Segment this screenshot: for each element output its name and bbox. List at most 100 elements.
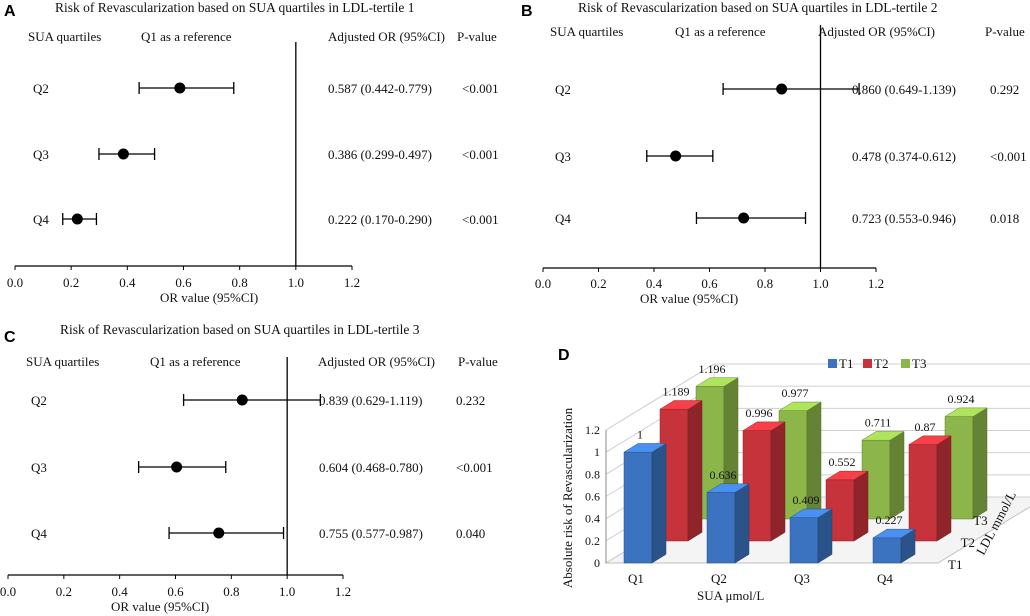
bar-top xyxy=(706,483,750,493)
bar xyxy=(789,508,833,564)
p-value: <0.001 xyxy=(456,460,493,475)
bar xyxy=(908,435,952,542)
bar-front xyxy=(623,451,653,564)
legend: T1 T2 T3 xyxy=(828,356,926,371)
forest-panel-c: C Risk of Revascularization based on SUA … xyxy=(0,322,498,614)
p-value: 0.018 xyxy=(990,211,1019,226)
data-label: 1.196 xyxy=(699,362,726,376)
x-tick-label: Q2 xyxy=(711,571,727,586)
column-header: Q1 as a reference xyxy=(675,24,766,39)
bar-top xyxy=(872,528,916,539)
column-header: Q1 as a reference xyxy=(141,29,232,44)
bar-side xyxy=(687,400,703,542)
x-tick-label: Q3 xyxy=(794,571,810,586)
p-value: <0.001 xyxy=(990,149,1027,164)
x-tick-label: 0.0 xyxy=(535,276,551,291)
bar-side xyxy=(817,508,833,564)
p-value: <0.001 xyxy=(462,81,499,96)
bar xyxy=(659,400,703,542)
bar-top xyxy=(623,443,667,453)
x-tick-label: Q4 xyxy=(877,571,893,586)
or-ci-text: 0.386 (0.299-0.497) xyxy=(328,147,432,162)
column-header: SUA quartiles xyxy=(550,24,623,39)
row-label: Q3 xyxy=(555,149,571,164)
bar-front xyxy=(789,517,819,564)
x-tick-label: 1.2 xyxy=(335,584,351,599)
bar-side xyxy=(936,435,952,542)
bar xyxy=(778,401,822,520)
bar-top xyxy=(861,431,905,441)
depth-tick-label: T1 xyxy=(948,557,962,572)
bar-side xyxy=(734,483,750,564)
data-label: 0.924 xyxy=(948,392,975,406)
row-label: Q4 xyxy=(31,526,47,541)
x-tick-label: 0.8 xyxy=(223,584,239,599)
x-tick-label: 0.2 xyxy=(63,275,79,290)
row-label: Q3 xyxy=(33,147,49,162)
x-axis-label: OR value (95%CI) xyxy=(160,290,258,305)
or-point xyxy=(174,82,186,94)
bar xyxy=(861,431,905,520)
data-label: 0.711 xyxy=(865,416,892,430)
bar-top xyxy=(944,407,988,417)
chart-title: Risk of Revascularization based on SUA q… xyxy=(55,0,415,15)
or-ci-text: 0.222 (0.170-0.290) xyxy=(328,212,432,227)
x-tick-label: 1.0 xyxy=(279,584,295,599)
row-label: Q3 xyxy=(31,460,47,475)
x-tick-label: 0.6 xyxy=(701,276,718,291)
row-label: Q4 xyxy=(33,212,49,227)
y-axis-label: Absolute risk of Revascularization xyxy=(560,407,575,588)
row-label: Q4 xyxy=(555,211,571,226)
data-label: 0.87 xyxy=(915,420,936,434)
bar-top xyxy=(825,470,869,481)
column-header: SUA quartiles xyxy=(28,29,101,44)
or-point xyxy=(71,213,83,225)
x-tick-label: 1.2 xyxy=(344,275,360,290)
data-label: 0.552 xyxy=(829,455,856,469)
y-tick-label: 0 xyxy=(594,556,600,570)
bar-top xyxy=(789,508,833,518)
x-tick-label: 0.4 xyxy=(112,584,129,599)
column-header: Adjusted OR (95%CI) xyxy=(318,354,435,369)
or-point xyxy=(236,394,248,406)
y-tick-label: 0.2 xyxy=(585,534,600,548)
data-label: 1.189 xyxy=(663,385,690,399)
x-tick-label: 0.0 xyxy=(0,584,16,599)
x-axis-label: SUA μmol/L xyxy=(697,588,764,603)
p-value: 0.292 xyxy=(990,82,1019,97)
data-label: 1 xyxy=(637,427,643,441)
or-ci-text: 0.587 (0.442-0.779) xyxy=(328,81,432,96)
legend-label: T3 xyxy=(912,356,926,371)
legend-swatch xyxy=(828,359,837,368)
bar xyxy=(825,470,869,542)
or-point xyxy=(213,527,225,539)
bar-front xyxy=(706,492,736,564)
p-value: <0.001 xyxy=(462,147,499,162)
legend-swatch xyxy=(901,359,910,368)
row-label: Q2 xyxy=(31,393,47,408)
column-header: P-value xyxy=(985,24,1025,39)
or-point xyxy=(171,461,183,473)
data-label: 0.227 xyxy=(876,513,903,527)
bar xyxy=(944,407,988,520)
x-tick-label: 0.8 xyxy=(232,275,248,290)
bar-top xyxy=(659,400,703,410)
or-point xyxy=(738,212,750,224)
column-header: P-value xyxy=(458,354,498,369)
or-ci-text: 0.839 (0.629-1.119) xyxy=(319,393,423,408)
chart-title: Risk of Revascularization based on SUA q… xyxy=(578,0,938,15)
bar-front xyxy=(872,537,902,564)
x-tick-label: 0.6 xyxy=(167,584,184,599)
bar-top xyxy=(778,401,822,411)
bar-side xyxy=(770,421,786,542)
gridline xyxy=(605,363,1030,431)
bar-top xyxy=(742,421,786,431)
data-label: 0.996 xyxy=(746,406,773,420)
bar xyxy=(623,443,667,564)
bar-side xyxy=(972,407,988,520)
p-value: 0.040 xyxy=(456,526,485,541)
bar-front xyxy=(908,444,938,542)
bar xyxy=(742,421,786,542)
depth-tick-label: T3 xyxy=(973,513,987,528)
